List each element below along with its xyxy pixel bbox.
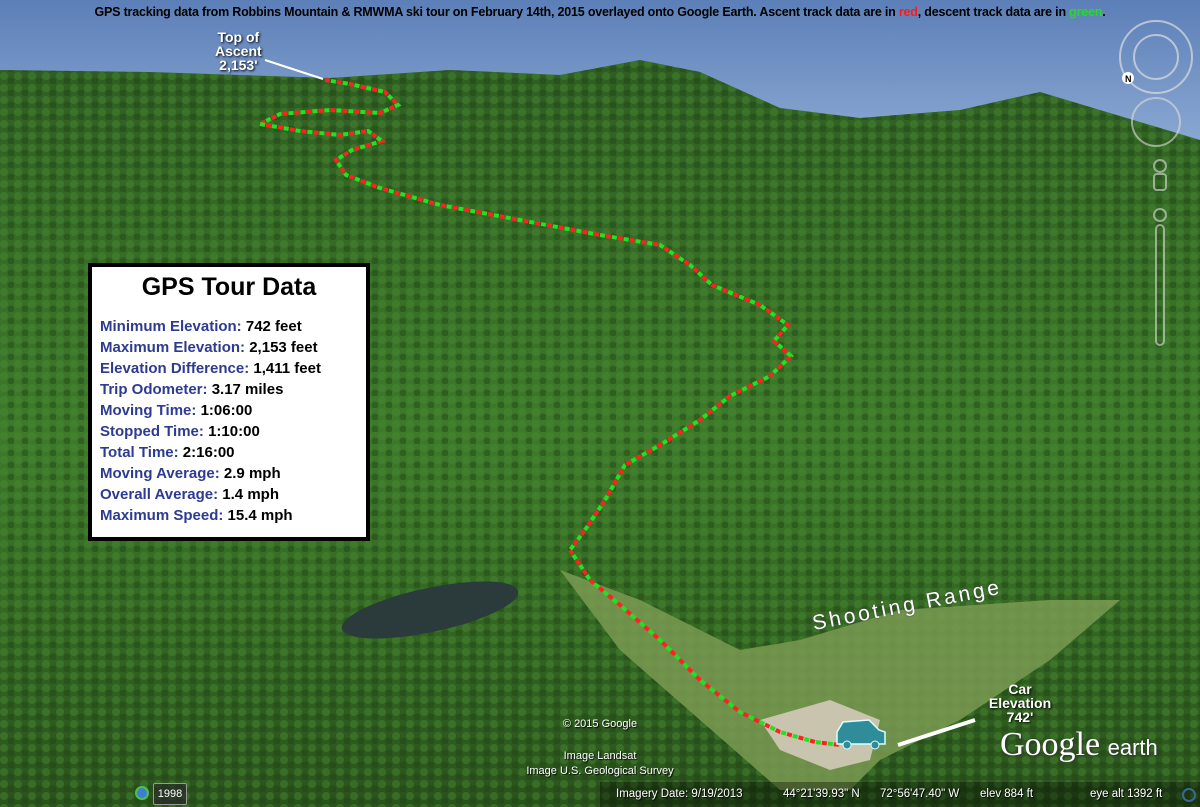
valley-clearing (560, 570, 1120, 790)
data-value: 1,411 feet (253, 360, 321, 377)
data-value: 742 feet (245, 318, 302, 335)
data-key: Elevation Difference: (100, 360, 250, 377)
label-line: 2,153' (219, 57, 258, 73)
data-row: Moving Average: 2.9 mph (100, 463, 358, 484)
parking-lot (760, 700, 880, 770)
view-reset-icon[interactable] (1182, 788, 1196, 802)
zoom-slider-icon[interactable] (1153, 208, 1167, 346)
ascent-track (253, 78, 841, 747)
copyright: © 2015 Google (562, 718, 638, 730)
elevation-readout: elev 884 ft (980, 788, 1034, 800)
data-value: 15.4 mph (227, 507, 293, 524)
imagery-credit-usgs: Image U.S. Geological Survey (526, 765, 674, 777)
data-row: Moving Time: 1:06:00 (100, 400, 358, 421)
car-elevation-label: Car Elevation 742' (975, 682, 1065, 724)
data-key: Maximum Elevation: (100, 339, 246, 356)
data-row: Overall Average: 1.4 mph (100, 484, 358, 505)
imagery-credit-landsat: Image Landsat (563, 750, 637, 762)
data-row: Maximum Speed: 15.4 mph (100, 505, 358, 526)
car-icon (836, 719, 886, 750)
data-row: Stopped Time: 1:10:00 (100, 421, 358, 442)
data-row: Trip Odometer: 3.17 miles (100, 379, 358, 400)
longitude: 72°56'47.40" W (880, 788, 960, 800)
data-key: Total Time: (100, 444, 179, 461)
latitude: 44°21'39.93" N (783, 788, 860, 800)
data-value: 2:16:00 (182, 444, 235, 461)
pond (341, 581, 519, 639)
panel-title: GPS Tour Data (141, 273, 317, 301)
top-of-ascent-label: Top of Ascent 2,153' (215, 30, 262, 72)
descent-track (253, 78, 841, 747)
car-pointer-line (897, 718, 976, 747)
gps-track (253, 78, 841, 747)
data-key: Minimum Elevation: (100, 318, 242, 335)
label-line: 742' (1006, 709, 1034, 725)
label-line: Car (1008, 681, 1032, 697)
look-joystick-icon[interactable] (1131, 97, 1181, 147)
gps-tour-data-panel: GPS Tour Data Minimum Elevation: 742 fee… (88, 263, 370, 541)
caption-green-word: green (1069, 5, 1103, 19)
data-value: 1.4 mph (222, 486, 279, 503)
data-row: Maximum Elevation: 2,153 feet (100, 337, 358, 358)
data-value: 2.9 mph (223, 465, 281, 482)
imagery-date: Imagery Date: 9/19/2013 (616, 788, 743, 800)
data-key: Stopped Time: (100, 423, 204, 440)
street-view-pegman-icon[interactable] (1153, 159, 1167, 191)
eye-altitude: eye alt 1392 ft (1090, 788, 1163, 800)
compass-north-label: N (1125, 74, 1132, 84)
data-key: Moving Average: (100, 465, 220, 482)
caption-text-middle: , descent track data are in (917, 5, 1070, 19)
label-line: Top of (217, 29, 260, 45)
clock-icon[interactable] (135, 786, 149, 800)
status-bar (600, 782, 1200, 807)
google-earth-logo: Google earth (1000, 726, 1158, 763)
data-value: 1:06:00 (200, 402, 253, 419)
data-row: Minimum Elevation: 742 feet (100, 316, 358, 337)
data-row: Elevation Difference: 1,411 feet (100, 358, 358, 379)
caption: GPS tracking data from Robbins Mountain … (0, 5, 1200, 19)
label-line: Elevation (988, 695, 1052, 711)
data-key: Trip Odometer: (100, 381, 208, 398)
data-value: 3.17 miles (211, 381, 284, 398)
compass-icon[interactable]: N (1119, 20, 1193, 94)
data-key: Maximum Speed: (100, 507, 224, 524)
top-pointer-line (264, 59, 324, 80)
data-key: Moving Time: (100, 402, 197, 419)
caption-red-word: red (898, 5, 918, 19)
label-line: Ascent (215, 43, 262, 59)
data-row: Total Time: 2:16:00 (100, 442, 358, 463)
data-key: Overall Average: (100, 486, 219, 503)
caption-text: GPS tracking data from Robbins Mountain … (94, 5, 899, 19)
data-value: 1:10:00 (208, 423, 260, 440)
caption-text-end: . (1102, 5, 1106, 19)
historical-imagery-year[interactable]: 1998 (153, 783, 187, 805)
data-value: 2,153 feet (249, 339, 318, 356)
